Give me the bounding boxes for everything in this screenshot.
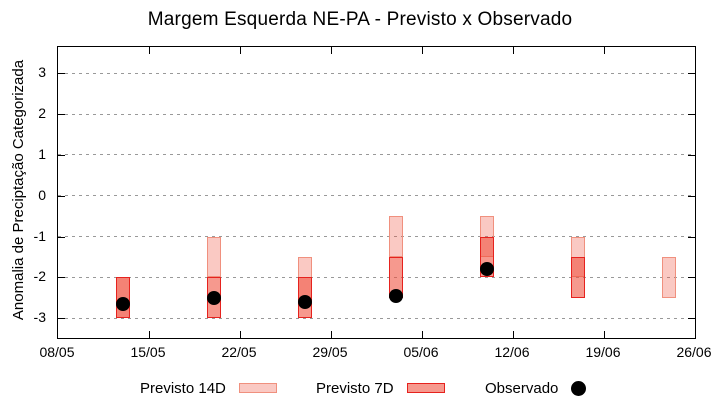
forecast-14d-bar: [662, 256, 676, 298]
forecast-7d-bar: [571, 256, 585, 298]
x-tick-bottom: [422, 331, 423, 338]
y-tick-label: 2: [38, 105, 46, 122]
x-tick-top: [604, 47, 605, 54]
y-tick-right: [688, 195, 695, 197]
y-tick-label: -1: [33, 227, 46, 244]
y-tick-right: [688, 114, 695, 116]
observed-dot: [480, 262, 494, 277]
y-tick-label: -2: [33, 268, 46, 285]
x-tick-bottom: [240, 331, 241, 338]
y-tick-label: -3: [33, 309, 46, 326]
chart-title: Margem Esquerda NE-PA - Previsto x Obser…: [147, 9, 573, 30]
legend-label-observado: Observado: [485, 379, 559, 397]
x-tick-bottom: [513, 331, 514, 338]
y-tick-right: [688, 277, 695, 279]
previsto-14d-swatch-icon: [238, 383, 277, 393]
y-tick-left: [58, 277, 65, 279]
gridline-y-1: [58, 236, 695, 238]
y-tick-left: [58, 195, 65, 197]
observed-dot: [389, 288, 403, 303]
observado-dot-icon: [571, 380, 587, 396]
y-tick-right: [688, 154, 695, 156]
legend-label-previsto-7d: Previsto 7D: [316, 379, 394, 397]
legend-label-previsto-14d: Previsto 14D: [140, 379, 226, 397]
x-tick-bottom: [604, 331, 605, 338]
observed-dot: [116, 296, 130, 311]
y-tick-right: [688, 236, 695, 238]
x-tick-top: [149, 47, 150, 54]
x-tick-top: [240, 47, 241, 54]
x-tick-top: [422, 47, 423, 54]
gridline-y1: [58, 154, 695, 156]
y-tick-left: [58, 154, 65, 156]
y-tick-label: 3: [38, 64, 46, 81]
gridline-y0: [58, 195, 695, 197]
legend-item-observado: Observado: [485, 377, 587, 399]
legend-item-previsto-7d: Previsto 7D: [316, 377, 445, 399]
y-tick-left: [58, 318, 65, 320]
gridline-y2: [58, 113, 695, 115]
legend-item-previsto-14d: Previsto 14D: [140, 377, 277, 399]
y-tick-right: [688, 73, 695, 75]
x-tick-label: 19/06: [585, 344, 621, 360]
x-tick-bottom: [331, 331, 332, 338]
x-tick-label: 15/05: [130, 344, 166, 360]
gridline-y3: [58, 72, 695, 74]
x-tick-label: 22/05: [221, 344, 257, 360]
x-tick-label: 08/05: [39, 344, 75, 360]
observed-dot: [298, 294, 312, 309]
x-tick-label: 12/06: [494, 344, 530, 360]
x-tick-label: 05/06: [403, 344, 439, 360]
y-tick-left: [58, 114, 65, 116]
y-tick-label: 1: [38, 145, 46, 162]
x-tick-top: [513, 47, 514, 54]
gridline-y-3: [58, 317, 695, 319]
y-tick-left: [58, 236, 65, 238]
y-tick-label: 0: [38, 186, 46, 203]
plot-area: [57, 46, 696, 339]
x-tick-label: 26/06: [676, 344, 712, 360]
y-tick-left: [58, 73, 65, 75]
forecast-14d-bar: [207, 236, 221, 278]
y-tick-right: [688, 318, 695, 320]
forecast-14d-bar: [389, 216, 403, 257]
gridline-y-2: [58, 276, 695, 278]
observed-dot: [207, 290, 221, 305]
x-tick-top: [331, 47, 332, 54]
x-tick-bottom: [149, 331, 150, 338]
previsto-7d-swatch-icon: [406, 383, 445, 393]
x-tick-label: 29/05: [312, 344, 348, 360]
